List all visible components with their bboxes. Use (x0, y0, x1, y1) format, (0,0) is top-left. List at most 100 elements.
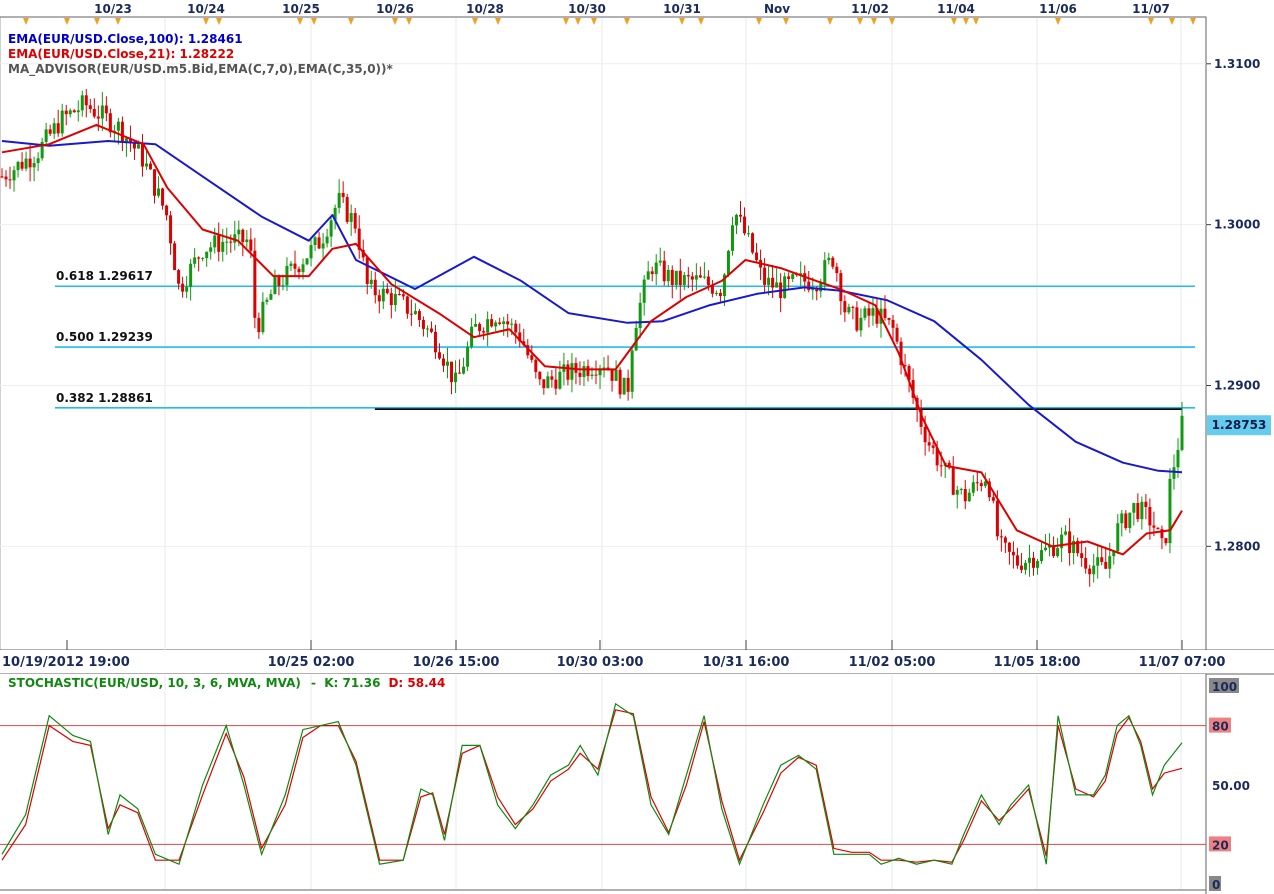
candle-body-30 (120, 121, 124, 143)
candle-216 (867, 302, 871, 328)
stoch-tick-bg-1 (1209, 717, 1231, 733)
candle-162 (650, 266, 654, 282)
top-date-label-8: 11/02 (851, 2, 889, 16)
candle-272 (1092, 553, 1096, 583)
candle-body-135 (542, 379, 546, 389)
candle-body-260 (1044, 547, 1048, 551)
candle-206 (827, 252, 831, 265)
candle-153 (614, 360, 618, 381)
candle-body-67 (269, 294, 273, 300)
candle-body-245 (983, 481, 987, 487)
candle-181 (726, 249, 730, 277)
candle-body-210 (843, 301, 847, 313)
candle-body-195 (783, 276, 787, 299)
candle-body-105 (421, 319, 425, 329)
candle-body-115 (462, 366, 466, 374)
candle-body-270 (1084, 558, 1088, 569)
candle-body-232 (931, 445, 935, 448)
candle-body-50 (201, 258, 205, 260)
candle-body-126 (506, 321, 510, 325)
candle-178 (714, 290, 718, 296)
candle-196 (787, 272, 791, 289)
session-marker-11 (472, 18, 478, 25)
candle-45 (181, 276, 185, 298)
candle-11 (44, 122, 48, 146)
candle-body-12 (48, 129, 52, 134)
candle-body-226 (907, 365, 911, 381)
candle-179 (718, 288, 722, 304)
candle-body-173 (694, 275, 698, 280)
candle-body-121 (486, 319, 490, 333)
candle-53 (213, 227, 217, 254)
time-label-6: 11/05 18:00 (994, 655, 1081, 670)
candle-251 (1007, 541, 1011, 565)
candle-50 (201, 257, 205, 262)
candle-body-55 (221, 241, 225, 252)
session-marker-19 (756, 18, 762, 25)
candle-body-5 (20, 161, 24, 169)
candle-41 (165, 204, 169, 221)
candle-body-175 (702, 276, 706, 278)
candle-body-97 (389, 293, 393, 306)
candle-body-2 (8, 179, 12, 181)
time-label-0: 10/19/2012 19:00 (2, 655, 130, 670)
candle-67 (269, 289, 273, 301)
candle-155 (622, 377, 626, 395)
candle-body-154 (618, 369, 622, 395)
time-label-1: 10/25 02:00 (268, 655, 355, 670)
candle-61 (245, 230, 249, 248)
candle-body-44 (177, 270, 181, 284)
candle-290 (1164, 537, 1168, 546)
candle-289 (1160, 525, 1164, 550)
candle-275 (1104, 547, 1108, 569)
candle-143 (574, 357, 578, 385)
candle-184 (739, 201, 743, 223)
candle-197 (791, 272, 795, 283)
candle-239 (959, 487, 963, 495)
candle-body-89 (357, 228, 361, 250)
candle-body-108 (433, 331, 437, 353)
candle-body-283 (1136, 503, 1140, 520)
candle-body-104 (417, 311, 421, 320)
candle-body-127 (510, 323, 514, 325)
price-panel (0, 16, 1207, 651)
session-marker-27 (973, 18, 979, 25)
candle-body-246 (987, 481, 991, 498)
candle-101 (405, 295, 409, 319)
candle-102 (409, 299, 413, 326)
candle-214 (859, 308, 863, 337)
candle-body-262 (1052, 545, 1056, 557)
candle-body-11 (44, 129, 48, 142)
candle-body-111 (446, 361, 450, 366)
top-date-label-1: 10/24 (187, 2, 225, 16)
candle-body-266 (1068, 531, 1072, 554)
price-axis-area (1206, 17, 1274, 650)
candle-body-236 (947, 462, 951, 468)
candle-193 (775, 268, 779, 288)
candle-body-98 (393, 293, 397, 306)
session-marker-6 (297, 18, 303, 25)
ema21-line (1, 123, 1183, 556)
candle-183 (734, 213, 738, 235)
candle-136 (546, 371, 550, 389)
top-date-label-6: 10/31 (663, 2, 701, 16)
candle-135 (542, 379, 546, 395)
candle-49 (197, 256, 201, 272)
candle-213 (855, 301, 859, 333)
time-label-7: 11/07 07:00 (1139, 655, 1226, 670)
candle-body-42 (169, 215, 173, 244)
candle-body-19 (76, 110, 80, 113)
candle-body-54 (217, 235, 221, 252)
candle-body-269 (1080, 553, 1084, 559)
candle-body-31 (124, 138, 128, 143)
candle-217 (871, 296, 875, 326)
price-tick-label-0: 1.3100 (1214, 57, 1260, 71)
candle-97 (389, 287, 393, 319)
candle-105 (421, 316, 425, 337)
candle-70 (281, 274, 285, 291)
candle-body-82 (329, 220, 333, 237)
candle-231 (927, 430, 931, 452)
candle-body-110 (441, 358, 445, 366)
candle-body-261 (1048, 545, 1052, 548)
candle-38 (153, 169, 157, 204)
